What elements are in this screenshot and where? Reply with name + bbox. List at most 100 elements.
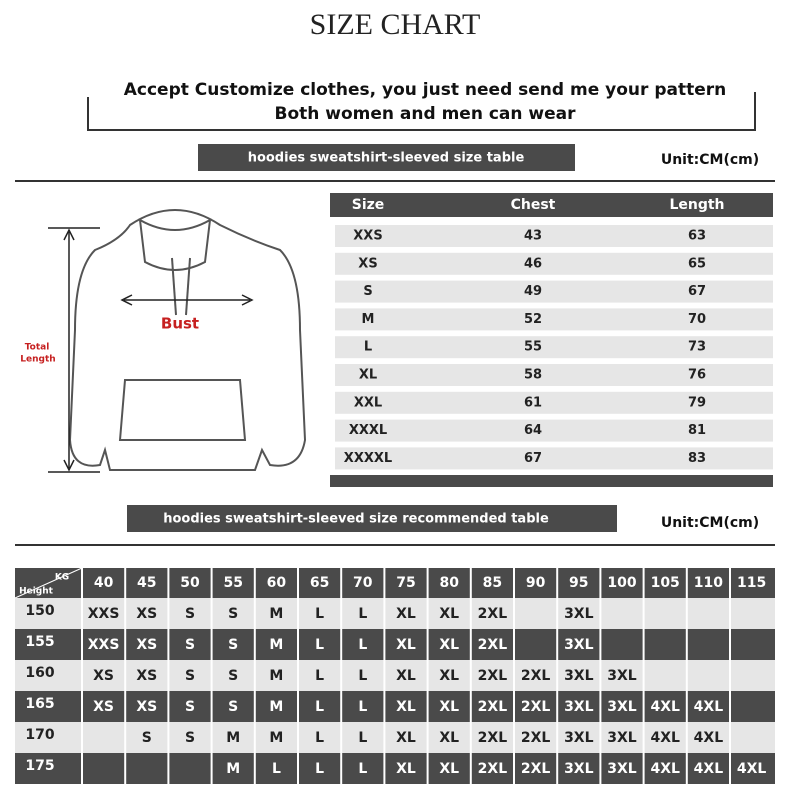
cell: 4XL — [694, 730, 724, 746]
length-label: Total — [25, 343, 50, 353]
cell: 67 — [524, 451, 542, 466]
column-header: 80 — [439, 575, 459, 591]
column-header: 110 — [694, 575, 723, 591]
cell: 83 — [688, 451, 706, 466]
cell: S — [228, 637, 238, 653]
cell: 55 — [524, 340, 542, 355]
column-header: 70 — [353, 575, 373, 591]
measure-arrows — [48, 227, 254, 473]
column-header: 85 — [483, 575, 502, 591]
cell: L — [358, 606, 367, 622]
cell: 61 — [524, 395, 542, 410]
cell: S — [185, 606, 195, 622]
cell: XL — [396, 699, 416, 715]
cell: XL — [439, 606, 459, 622]
title: SIZE CHART — [310, 8, 481, 41]
cell: L — [364, 340, 372, 355]
cell: 79 — [688, 395, 706, 410]
cell: L — [358, 761, 367, 777]
row-header: 170 — [25, 727, 54, 743]
row-bar — [335, 280, 773, 303]
cell: 3XL — [564, 606, 594, 622]
cell: XL — [359, 368, 377, 383]
cell: 4XL — [694, 761, 724, 777]
cell: 4XL — [650, 761, 680, 777]
cell: XXS — [88, 637, 120, 653]
row-header: 175 — [25, 758, 54, 774]
cell: S — [228, 668, 238, 684]
cell: M — [269, 730, 283, 746]
corner-label: Height — [19, 587, 54, 597]
cell: L — [358, 699, 367, 715]
cell: 70 — [688, 312, 706, 327]
cell: XS — [136, 637, 157, 653]
row-bar — [335, 419, 773, 442]
row-bar — [15, 660, 775, 691]
row-bar — [15, 753, 775, 784]
cell: M — [269, 637, 283, 653]
cell: L — [315, 699, 324, 715]
cell: XL — [396, 761, 416, 777]
cell: 2XL — [521, 730, 551, 746]
banner-line: Both women and men can wear — [274, 104, 576, 124]
row-bar — [335, 308, 773, 331]
cell: 2XL — [478, 606, 508, 622]
cell: XS — [136, 606, 157, 622]
footer-bar — [330, 475, 773, 487]
cell: 67 — [688, 284, 706, 299]
cell: 3XL — [564, 761, 594, 777]
cell: L — [315, 761, 324, 777]
cell: 3XL — [607, 730, 637, 746]
header-bar — [15, 568, 775, 598]
column-header: 60 — [267, 575, 287, 591]
row-header: 165 — [25, 696, 54, 712]
cell: 3XL — [564, 637, 594, 653]
cell: 4XL — [694, 699, 724, 715]
row-bar — [335, 391, 773, 414]
cell: XL — [396, 668, 416, 684]
cell: 46 — [524, 256, 542, 271]
cell: S — [185, 637, 195, 653]
cell: M — [269, 668, 283, 684]
cell: XS — [93, 699, 114, 715]
cell: M — [269, 606, 283, 622]
cell: 4XL — [650, 699, 680, 715]
header-bar — [330, 193, 773, 217]
table-title-bar — [127, 505, 617, 532]
cell: L — [315, 606, 324, 622]
corner-label: KG — [55, 573, 69, 583]
row-bar — [335, 336, 773, 359]
column-header: 100 — [607, 575, 636, 591]
column-header: 45 — [137, 575, 156, 591]
cell: L — [315, 730, 324, 746]
cell: M — [226, 761, 240, 777]
cell: 3XL — [564, 668, 594, 684]
cell: 2XL — [521, 761, 551, 777]
cell: XL — [396, 606, 416, 622]
row-bar — [15, 722, 775, 753]
cell: XXS — [88, 606, 120, 622]
cell: XXXL — [349, 423, 387, 438]
cell: S — [228, 606, 238, 622]
cell: S — [363, 284, 372, 299]
row-bar — [15, 691, 775, 722]
column-header: Chest — [511, 197, 556, 213]
column-header: Size — [352, 197, 385, 213]
cell: XL — [396, 730, 416, 746]
cell: XL — [439, 668, 459, 684]
column-header: 65 — [310, 575, 329, 591]
cell: S — [228, 699, 238, 715]
row-bar — [335, 447, 773, 470]
cell: XL — [439, 761, 459, 777]
cell: S — [142, 730, 152, 746]
cell: M — [362, 312, 375, 327]
column-header: 50 — [180, 575, 200, 591]
cell: 4XL — [650, 730, 680, 746]
banner-frame — [87, 92, 756, 131]
cell: 52 — [524, 312, 542, 327]
cell: 76 — [688, 368, 706, 383]
row-bar — [335, 225, 773, 247]
row-header: 155 — [25, 634, 54, 650]
table-title: hoodies sweatshirt-sleeved size recommen… — [163, 512, 549, 527]
unit: Unit:CM(cm) — [661, 515, 759, 531]
